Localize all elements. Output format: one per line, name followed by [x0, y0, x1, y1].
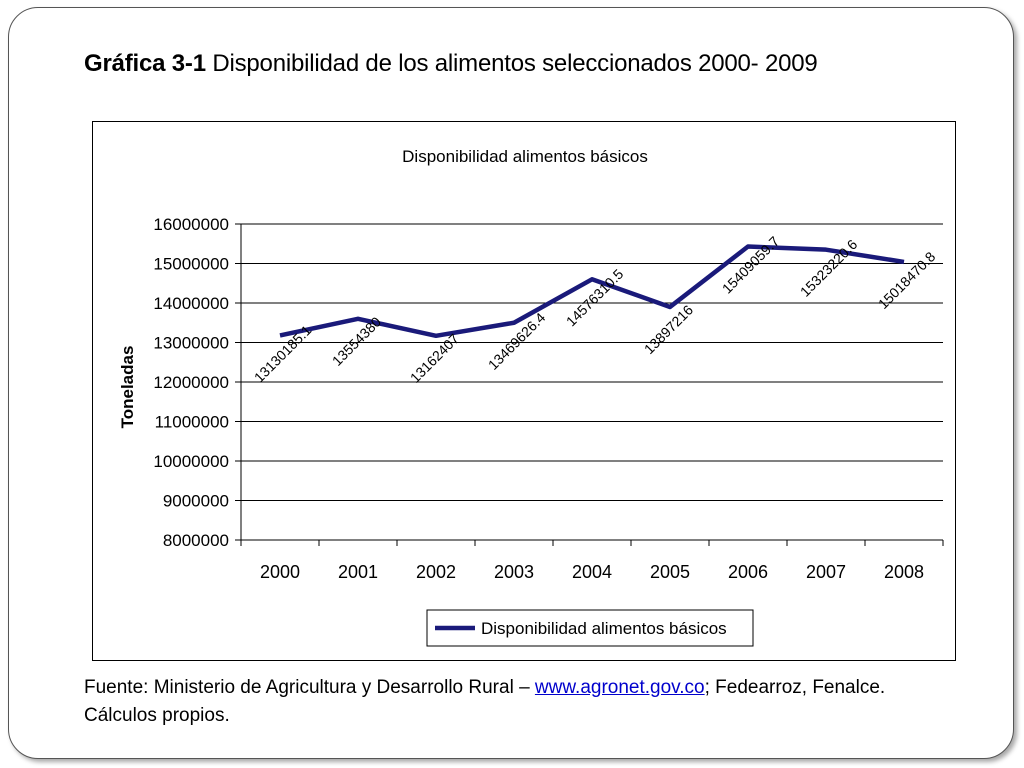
data-label: 14576310.5 — [563, 266, 627, 330]
data-label: 13469626.4 — [485, 309, 549, 373]
y-tick-label: 8000000 — [163, 531, 229, 550]
data-label: 13130185.1 — [251, 322, 315, 386]
x-tick-label: 2008 — [884, 562, 924, 582]
figure-number: Gráfica 3-1 — [84, 50, 206, 77]
x-tick-label: 2004 — [572, 562, 612, 582]
y-tick-label: 15000000 — [153, 255, 229, 274]
y-tick-label: 16000000 — [153, 215, 229, 234]
x-tick-label: 2006 — [728, 562, 768, 582]
y-tick-label: 9000000 — [163, 492, 229, 511]
source-link[interactable]: www.agronet.gov.co — [534, 677, 705, 698]
figure-heading: Gráfica 3-1 Disponibilidad de los alimen… — [84, 50, 818, 78]
source-prefix: Fuente: Ministerio de Agricultura y Desa… — [84, 677, 535, 698]
x-tick-label: 2002 — [416, 562, 456, 582]
y-tick-label: 13000000 — [153, 334, 229, 353]
x-tick-label: 2001 — [338, 562, 378, 582]
data-label: 15323220.6 — [797, 236, 861, 300]
source-line-2: Cálculos propios. — [84, 705, 230, 726]
source-suffix: ; Fedearroz, Fenalce. — [704, 677, 886, 698]
data-label: 15409059.7 — [719, 233, 783, 297]
figure-caption: Disponibilidad de los alimentos seleccio… — [205, 50, 818, 77]
x-tick-label: 2007 — [806, 562, 846, 582]
legend-box — [426, 609, 754, 647]
data-label: 13897216 — [641, 302, 697, 358]
data-label: 13162407 — [407, 330, 463, 386]
y-tick-label: 10000000 — [153, 452, 229, 471]
y-tick-label: 11000000 — [155, 413, 229, 432]
y-tick-label: 14000000 — [153, 294, 229, 313]
source-note: Fuente: Ministerio de Agricultura y Desa… — [84, 674, 984, 730]
legend-label: Disponibilidad alimentos básicos — [481, 619, 727, 638]
chart-title: Disponibilidad alimentos básicos — [402, 147, 648, 166]
x-tick-label: 2005 — [650, 562, 690, 582]
y-tick-label: 12000000 — [153, 373, 229, 392]
x-tick-label: 2003 — [494, 562, 534, 582]
chart-container: Disponibilidad alimentos básicos 16000000… — [92, 121, 956, 661]
y-axis-label: Toneladas — [118, 346, 137, 429]
line-chart: Disponibilidad alimentos básicos 16000000… — [118, 147, 944, 647]
x-tick-label: 2000 — [260, 562, 300, 582]
